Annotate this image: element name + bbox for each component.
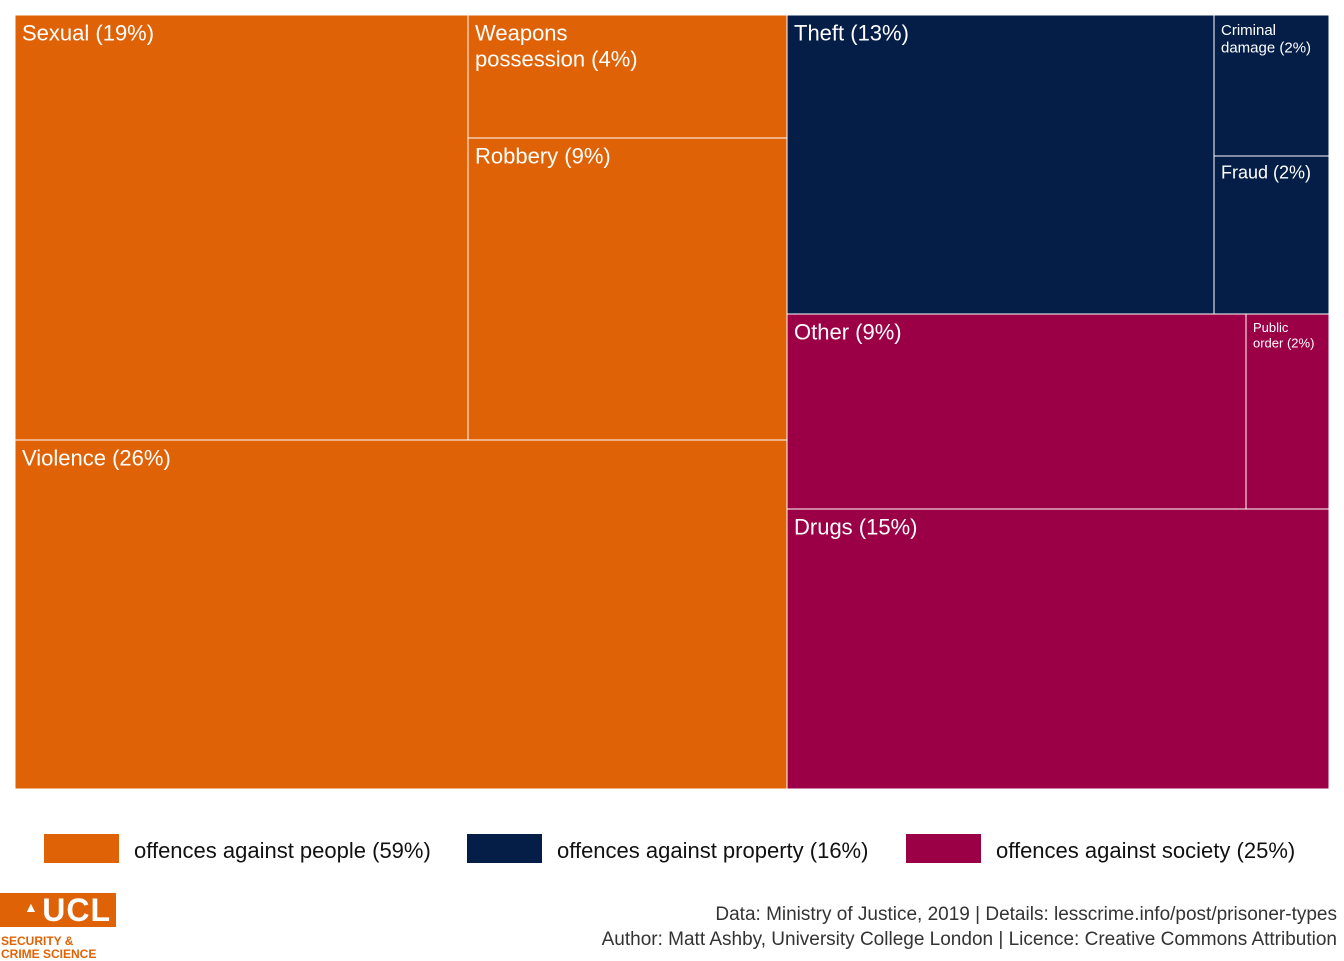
tile-label-weapons-possession: Weapons possession (4%) <box>475 21 638 72</box>
legend-label-people: offences against people (59%) <box>134 838 431 863</box>
footer-author: Author: Matt Ashby, University College L… <box>601 929 1337 950</box>
treemap-chart: Sexual (19%) Weapons possession (4%) Robber… <box>14 14 1330 790</box>
tile-violence <box>14 439 788 790</box>
ucl-logo-subtitle-line2: CRIME SCIENCE <box>1 947 97 961</box>
tile-weapons-possession <box>467 14 788 139</box>
tile-label-violence: Violence (26%) <box>22 446 171 471</box>
footer-source: Data: Ministry of Justice, 2019 | Detail… <box>715 904 1337 925</box>
tile-label-drugs: Drugs (15%) <box>794 515 917 540</box>
ucl-logo-subtitle-line1: SECURITY & <box>1 934 74 948</box>
tile-criminal-damage <box>1213 14 1330 157</box>
tile-fraud <box>1213 155 1330 315</box>
legend-label-society: offences against society (25%) <box>996 838 1296 863</box>
tile-robbery <box>467 137 788 441</box>
legend-swatch-society <box>906 834 981 863</box>
tile-label-theft: Theft (13%) <box>794 21 909 46</box>
tile-theft <box>786 14 1215 315</box>
legend: offences against people (59%) offences a… <box>0 834 1344 864</box>
tile-label-public-order: Public order (2%) <box>1253 320 1314 350</box>
tile-other <box>786 313 1247 510</box>
tile-public-order <box>1245 313 1330 510</box>
legend-swatch-property <box>467 834 542 863</box>
tile-label-robbery: Robbery (9%) <box>475 144 611 169</box>
tile-label-criminal-damage: Criminal damage (2%) <box>1221 22 1311 57</box>
tile-label-sexual: Sexual (19%) <box>22 21 154 46</box>
ucl-logo-wordmark: UCL <box>42 892 111 928</box>
tile-sexual <box>14 14 469 441</box>
tile-label-fraud: Fraud (2%) <box>1221 162 1311 182</box>
tile-label-other: Other (9%) <box>794 320 902 345</box>
legend-label-property: offences against property (16%) <box>557 838 869 863</box>
legend-swatch-people <box>44 834 119 863</box>
ucl-logo: ▲ UCL <box>0 893 116 927</box>
ucl-logo-mark-icon: ▲ <box>24 899 38 915</box>
tile-drugs <box>786 508 1330 790</box>
